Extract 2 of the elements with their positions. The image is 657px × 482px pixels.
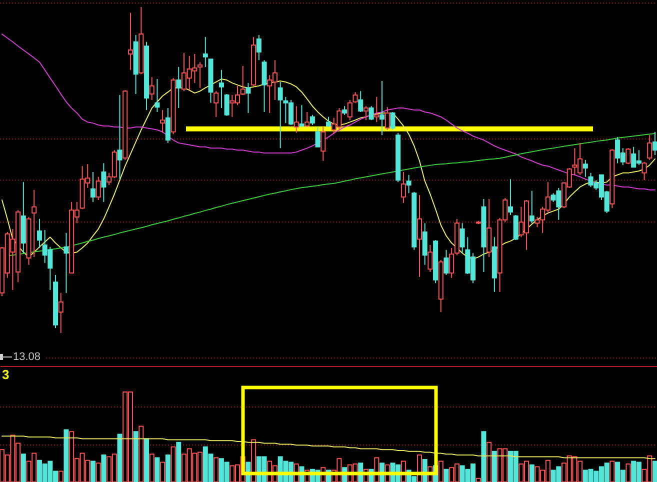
text: 3 (2, 367, 10, 382)
text: 13.08 (13, 351, 41, 363)
